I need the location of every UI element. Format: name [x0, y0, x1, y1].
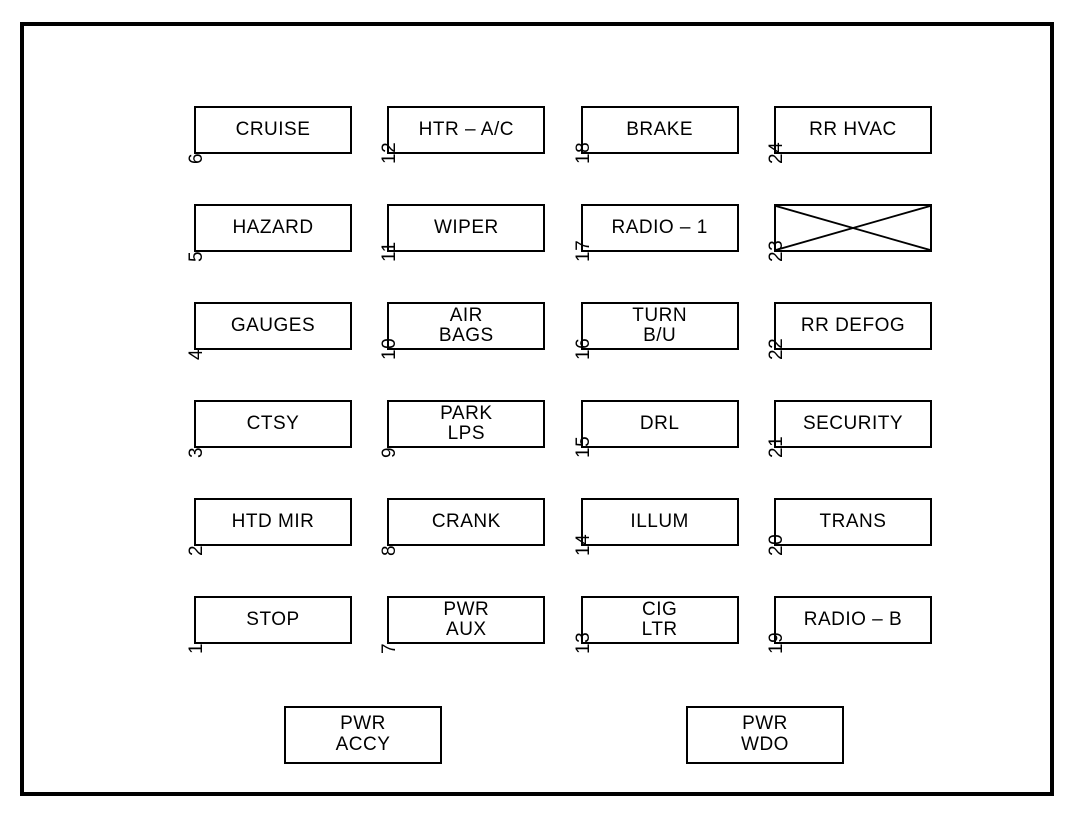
fuse-number: 12	[379, 142, 401, 164]
fuse-cell: CIG LTR 13	[581, 596, 741, 644]
fuse-box-13: CIG LTR	[581, 596, 739, 644]
fuse-cell: ILLUM 14	[581, 498, 741, 546]
fuse-row: CRUISE 6 HTR – A/C 12 BRAKE 18 RR HVAC 2…	[194, 106, 934, 154]
fuse-box-5: HAZARD	[194, 204, 352, 252]
fuse-cell: TRANS 20	[774, 498, 934, 546]
fuse-cell: BRAKE 18	[581, 106, 741, 154]
fuse-cell: GAUGES 4	[194, 302, 354, 350]
fuse-cell: RADIO – 1 17	[581, 204, 741, 252]
fuse-box-6: CRUISE	[194, 106, 352, 154]
fuse-box-14: ILLUM	[581, 498, 739, 546]
fuse-number: 22	[766, 338, 788, 360]
fuse-number: 19	[766, 632, 788, 654]
fuse-cell: PWR AUX 7	[387, 596, 547, 644]
fuse-box-17: RADIO – 1	[581, 204, 739, 252]
fuse-box-9: PARK LPS	[387, 400, 545, 448]
fuse-box-24: RR HVAC	[774, 106, 932, 154]
fuse-number: 2	[186, 545, 208, 556]
cross-icon	[776, 206, 930, 250]
fuse-number: 17	[573, 240, 595, 262]
fuse-number: 11	[379, 241, 401, 262]
page-root: CRUISE 6 HTR – A/C 12 BRAKE 18 RR HVAC 2…	[0, 0, 1077, 820]
fuse-box-8: CRANK	[387, 498, 545, 546]
fuse-cell: SECURITY 21	[774, 400, 934, 448]
fuse-box-2: HTD MIR	[194, 498, 352, 546]
fuse-number: 23	[766, 240, 788, 262]
fuse-number: 1	[186, 643, 208, 654]
fuse-cell: HTR – A/C 12	[387, 106, 547, 154]
fuse-box-pwr-accy: PWR ACCY	[284, 706, 442, 764]
diagram-frame: CRUISE 6 HTR – A/C 12 BRAKE 18 RR HVAC 2…	[20, 22, 1054, 796]
fuse-number: 5	[186, 251, 208, 262]
fuse-box-19: RADIO – B	[774, 596, 932, 644]
fuse-cell: RR DEFOG 22	[774, 302, 934, 350]
fuse-row: GAUGES 4 AIR BAGS 10 TURN B/U 16 RR DEFO…	[194, 302, 934, 350]
fuse-number: 4	[186, 349, 208, 360]
fuse-box-23-empty	[774, 204, 932, 252]
fuse-number: 6	[186, 153, 208, 164]
fuse-number: 13	[573, 632, 595, 654]
fuse-cell: HTD MIR 2	[194, 498, 354, 546]
fuse-box-21: SECURITY	[774, 400, 932, 448]
fuse-cell: 23	[774, 204, 934, 252]
fuse-cell: RADIO – B 19	[774, 596, 934, 644]
fuse-cell: DRL 15	[581, 400, 741, 448]
fuse-cell: CRUISE 6	[194, 106, 354, 154]
fuse-box-7: PWR AUX	[387, 596, 545, 644]
fuse-box-11: WIPER	[387, 204, 545, 252]
fuse-box-22: RR DEFOG	[774, 302, 932, 350]
fuse-number: 10	[379, 338, 401, 360]
fuse-number: 18	[573, 142, 595, 164]
fuse-box-18: BRAKE	[581, 106, 739, 154]
fuse-number: 20	[766, 534, 788, 556]
fuse-cell: CRANK 8	[387, 498, 547, 546]
fuse-box-10: AIR BAGS	[387, 302, 545, 350]
fuse-box-1: STOP	[194, 596, 352, 644]
fuse-row: HAZARD 5 WIPER 11 RADIO – 1 17	[194, 204, 934, 252]
fuse-cell: CTSY 3	[194, 400, 354, 448]
fuse-cell: WIPER 11	[387, 204, 547, 252]
fuse-number: 21	[766, 436, 788, 458]
fuse-box-3: CTSY	[194, 400, 352, 448]
fuse-number: 3	[186, 447, 208, 458]
fuse-number: 15	[573, 436, 595, 458]
fuse-grid: CRUISE 6 HTR – A/C 12 BRAKE 18 RR HVAC 2…	[194, 106, 934, 694]
fuse-box-20: TRANS	[774, 498, 932, 546]
fuse-cell: TURN B/U 16	[581, 302, 741, 350]
bottom-fuse-row: PWR ACCY PWR WDO	[284, 706, 844, 764]
fuse-cell: STOP 1	[194, 596, 354, 644]
fuse-box-15: DRL	[581, 400, 739, 448]
fuse-box-pwr-wdo: PWR WDO	[686, 706, 844, 764]
fuse-number: 8	[379, 545, 401, 556]
fuse-cell: HAZARD 5	[194, 204, 354, 252]
fuse-cell: AIR BAGS 10	[387, 302, 547, 350]
fuse-number: 24	[766, 142, 788, 164]
fuse-box-4: GAUGES	[194, 302, 352, 350]
fuse-number: 14	[573, 534, 595, 556]
fuse-number: 16	[573, 338, 595, 360]
fuse-number: 9	[379, 447, 401, 458]
fuse-cell: PARK LPS 9	[387, 400, 547, 448]
fuse-box-16: TURN B/U	[581, 302, 739, 350]
fuse-row: CTSY 3 PARK LPS 9 DRL 15 SECURITY 21	[194, 400, 934, 448]
fuse-box-12: HTR – A/C	[387, 106, 545, 154]
fuse-cell: RR HVAC 24	[774, 106, 934, 154]
fuse-number: 7	[379, 643, 401, 654]
fuse-row: HTD MIR 2 CRANK 8 ILLUM 14 TRANS 20	[194, 498, 934, 546]
fuse-row: STOP 1 PWR AUX 7 CIG LTR 13 RADIO – B 19	[194, 596, 934, 644]
